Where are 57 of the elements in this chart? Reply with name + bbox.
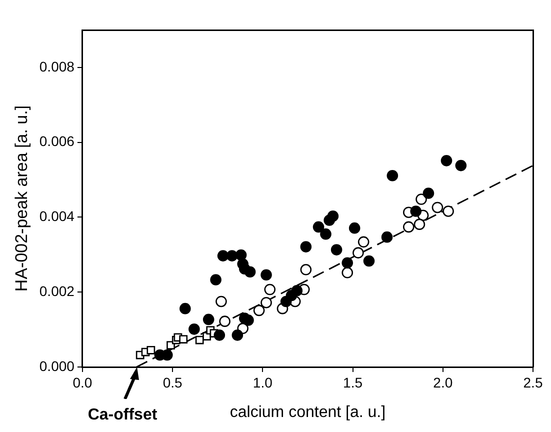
point [216, 296, 227, 308]
point [146, 346, 156, 354]
point [232, 330, 244, 341]
point [416, 194, 427, 205]
point [327, 210, 339, 222]
point [300, 241, 312, 252]
y-tick-label: 0.008 [39, 58, 75, 74]
point [358, 236, 370, 248]
point [202, 314, 214, 326]
point [402, 221, 414, 233]
point [410, 206, 422, 217]
point [330, 244, 342, 256]
point [219, 316, 230, 327]
point [180, 302, 191, 314]
point [244, 266, 256, 278]
point [312, 221, 324, 233]
point [432, 202, 444, 214]
point [300, 264, 312, 276]
point [210, 274, 222, 286]
point [363, 255, 375, 267]
x-tick-label: 1.0 [252, 374, 273, 390]
x-tick-label: 0.0 [72, 374, 92, 390]
point [217, 250, 229, 262]
point [342, 257, 354, 269]
point [179, 335, 188, 344]
y-tick-label: 0.002 [39, 282, 75, 299]
point [235, 249, 247, 261]
point [414, 218, 426, 230]
point [440, 155, 452, 166]
point [280, 296, 292, 308]
point [242, 314, 254, 326]
y-axis-title: HA-002-peak area [a. u.] [12, 105, 31, 292]
point [188, 324, 200, 335]
x-axis-title: calcium content [a. u.] [230, 404, 386, 421]
point [253, 304, 265, 316]
x-tick-label: 2.5 [523, 374, 543, 390]
x-tick-label: 2.0 [433, 374, 453, 390]
annotation: Ca-offset [88, 406, 158, 424]
point [422, 188, 434, 199]
point [260, 269, 272, 281]
point [348, 222, 360, 234]
point [442, 206, 454, 217]
y-tick-label: 0.004 [39, 208, 75, 224]
y-tick-label: 0.006 [39, 133, 75, 150]
point [320, 228, 332, 240]
point [264, 284, 276, 296]
point [260, 296, 272, 308]
point [381, 231, 393, 243]
point [455, 160, 467, 172]
point [214, 330, 226, 341]
point [352, 247, 364, 258]
y-tick-label: 0.000 [39, 358, 75, 374]
point [226, 250, 238, 262]
x-tick-label: 0.5 [162, 374, 182, 390]
point [342, 266, 354, 278]
x-tick-label: 1.5 [343, 374, 363, 390]
point [386, 170, 398, 182]
